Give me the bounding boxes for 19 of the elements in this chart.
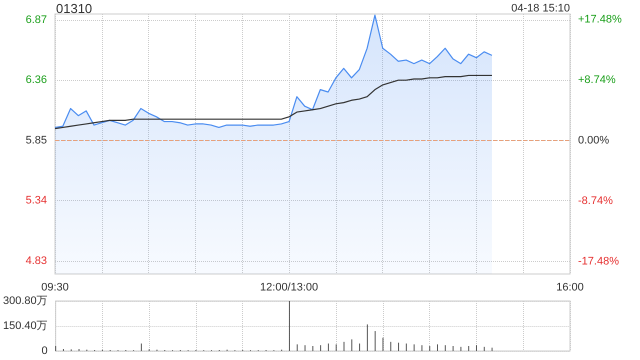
y-tick-label: 6.36 xyxy=(26,74,47,86)
chart-title: 01310 xyxy=(56,1,92,16)
annotation: 04-18 15:10 xyxy=(511,2,570,14)
y-tick-label: 5.34 xyxy=(26,194,47,207)
y-tick-label: 4.83 xyxy=(26,255,47,267)
y-tick-label: 300.80万 xyxy=(2,295,48,307)
y-tick-label: 0 xyxy=(42,345,48,357)
line-series xyxy=(54,74,493,130)
x-tick-label: 12:00/13:00 xyxy=(260,282,318,294)
y-tick-label: 6.87 xyxy=(26,14,47,26)
y2-tick-label: -17.48% xyxy=(578,255,620,268)
y2-tick-label: -8.74% xyxy=(578,194,614,207)
y2-tick-label: +8.74% xyxy=(578,74,616,86)
y2-tick-label: +17.48% xyxy=(578,14,622,26)
y-tick-label: 5.85 xyxy=(26,134,47,146)
y2-tick-label: 0.00% xyxy=(578,134,610,146)
x-tick-label: 16:00 xyxy=(556,282,584,294)
y-tick-label: 150.40万 xyxy=(2,320,48,332)
x-tick-label: 09:30 xyxy=(41,282,69,294)
